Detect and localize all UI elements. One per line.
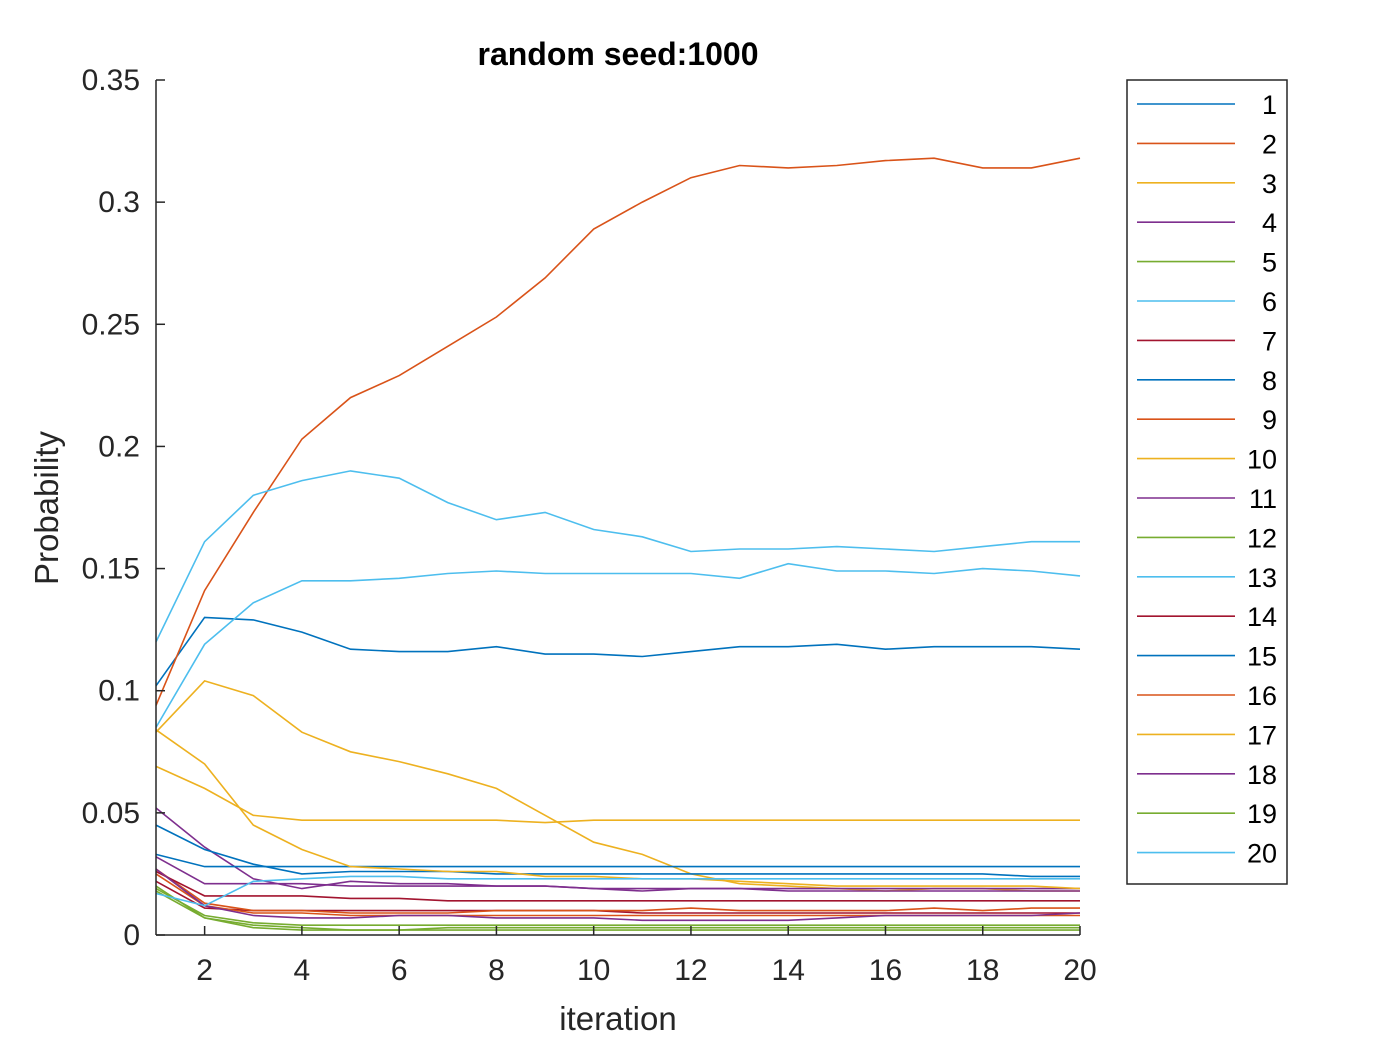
legend-label-9: 9 <box>1262 405 1277 435</box>
legend-box <box>1126 79 1288 885</box>
legend-label-14: 14 <box>1247 602 1277 632</box>
series-line-10 <box>155 765 1080 824</box>
series-line-5 <box>155 885 1080 931</box>
y-tick-label: 0.15 <box>82 553 140 586</box>
legend-label-3: 3 <box>1262 169 1277 199</box>
legend-label-10: 10 <box>1247 445 1277 475</box>
y-tick-label: 0.25 <box>82 308 140 341</box>
x-tick-label: 12 <box>674 954 707 987</box>
series-line-11 <box>155 856 1080 892</box>
x-tick-label: 18 <box>966 954 999 987</box>
legend-label-8: 8 <box>1262 366 1277 396</box>
x-tick-label: 4 <box>294 954 311 987</box>
legend-label-13: 13 <box>1247 563 1277 593</box>
series-line-6 <box>155 470 1080 643</box>
plot-lines <box>155 157 1081 931</box>
x-tick-label: 6 <box>391 954 408 987</box>
legend-label-6: 6 <box>1262 287 1277 317</box>
series-line-18 <box>155 868 1081 922</box>
series-line-12 <box>155 887 1080 927</box>
series-line-20 <box>155 875 1080 907</box>
y-tick-label: 0.3 <box>98 186 140 219</box>
chart-title: random seed:1000 <box>477 36 758 72</box>
y-tick-label: 0.35 <box>82 64 140 97</box>
series-line-1 <box>155 616 1081 687</box>
series-line-19 <box>155 890 1080 931</box>
x-tick-label: 14 <box>772 954 805 987</box>
series-line-13 <box>155 562 1081 728</box>
legend-label-17: 17 <box>1247 720 1277 750</box>
legend-label-20: 20 <box>1247 839 1277 869</box>
legend-label-1: 1 <box>1262 90 1277 120</box>
series-line-3 <box>155 679 1080 892</box>
y-tick-label: 0.05 <box>82 797 140 830</box>
legend-label-16: 16 <box>1247 681 1277 711</box>
series-line-8 <box>155 824 1080 878</box>
x-tick-label: 10 <box>577 954 610 987</box>
legend-label-12: 12 <box>1247 523 1277 553</box>
series-line-15 <box>155 853 1080 868</box>
y-tick-label: 0.2 <box>98 430 140 463</box>
series-line-2 <box>155 157 1081 706</box>
y-tick-label: 0.1 <box>98 675 140 708</box>
series-line-4 <box>155 807 1080 892</box>
x-tick-label: 20 <box>1063 954 1096 987</box>
axes: 0 0.05 0.1 0.15 0.2 0.25 0.3 0.35 2 4 6 8 10 12 14 16 18… <box>82 64 1097 987</box>
legend-label-7: 7 <box>1262 326 1277 356</box>
x-tick-label: 8 <box>488 954 505 987</box>
legend-label-15: 15 <box>1247 642 1277 672</box>
legend-label-19: 19 <box>1247 799 1277 829</box>
legend-label-18: 18 <box>1247 760 1277 790</box>
legend-label-2: 2 <box>1262 129 1277 159</box>
x-axis-label: iteration <box>559 1000 676 1037</box>
legend-label-4: 4 <box>1262 208 1277 238</box>
y-axis-label: Probability <box>28 430 65 585</box>
legend-label-11: 11 <box>1249 484 1277 514</box>
x-tick-label: 2 <box>196 954 213 987</box>
x-tick-label: 16 <box>869 954 902 987</box>
series-line-17 <box>155 729 1081 890</box>
legend-label-5: 5 <box>1262 248 1277 278</box>
series-line-14 <box>155 870 1080 902</box>
y-tick-label: 0 <box>123 919 140 952</box>
series-line-9 <box>155 868 1080 914</box>
